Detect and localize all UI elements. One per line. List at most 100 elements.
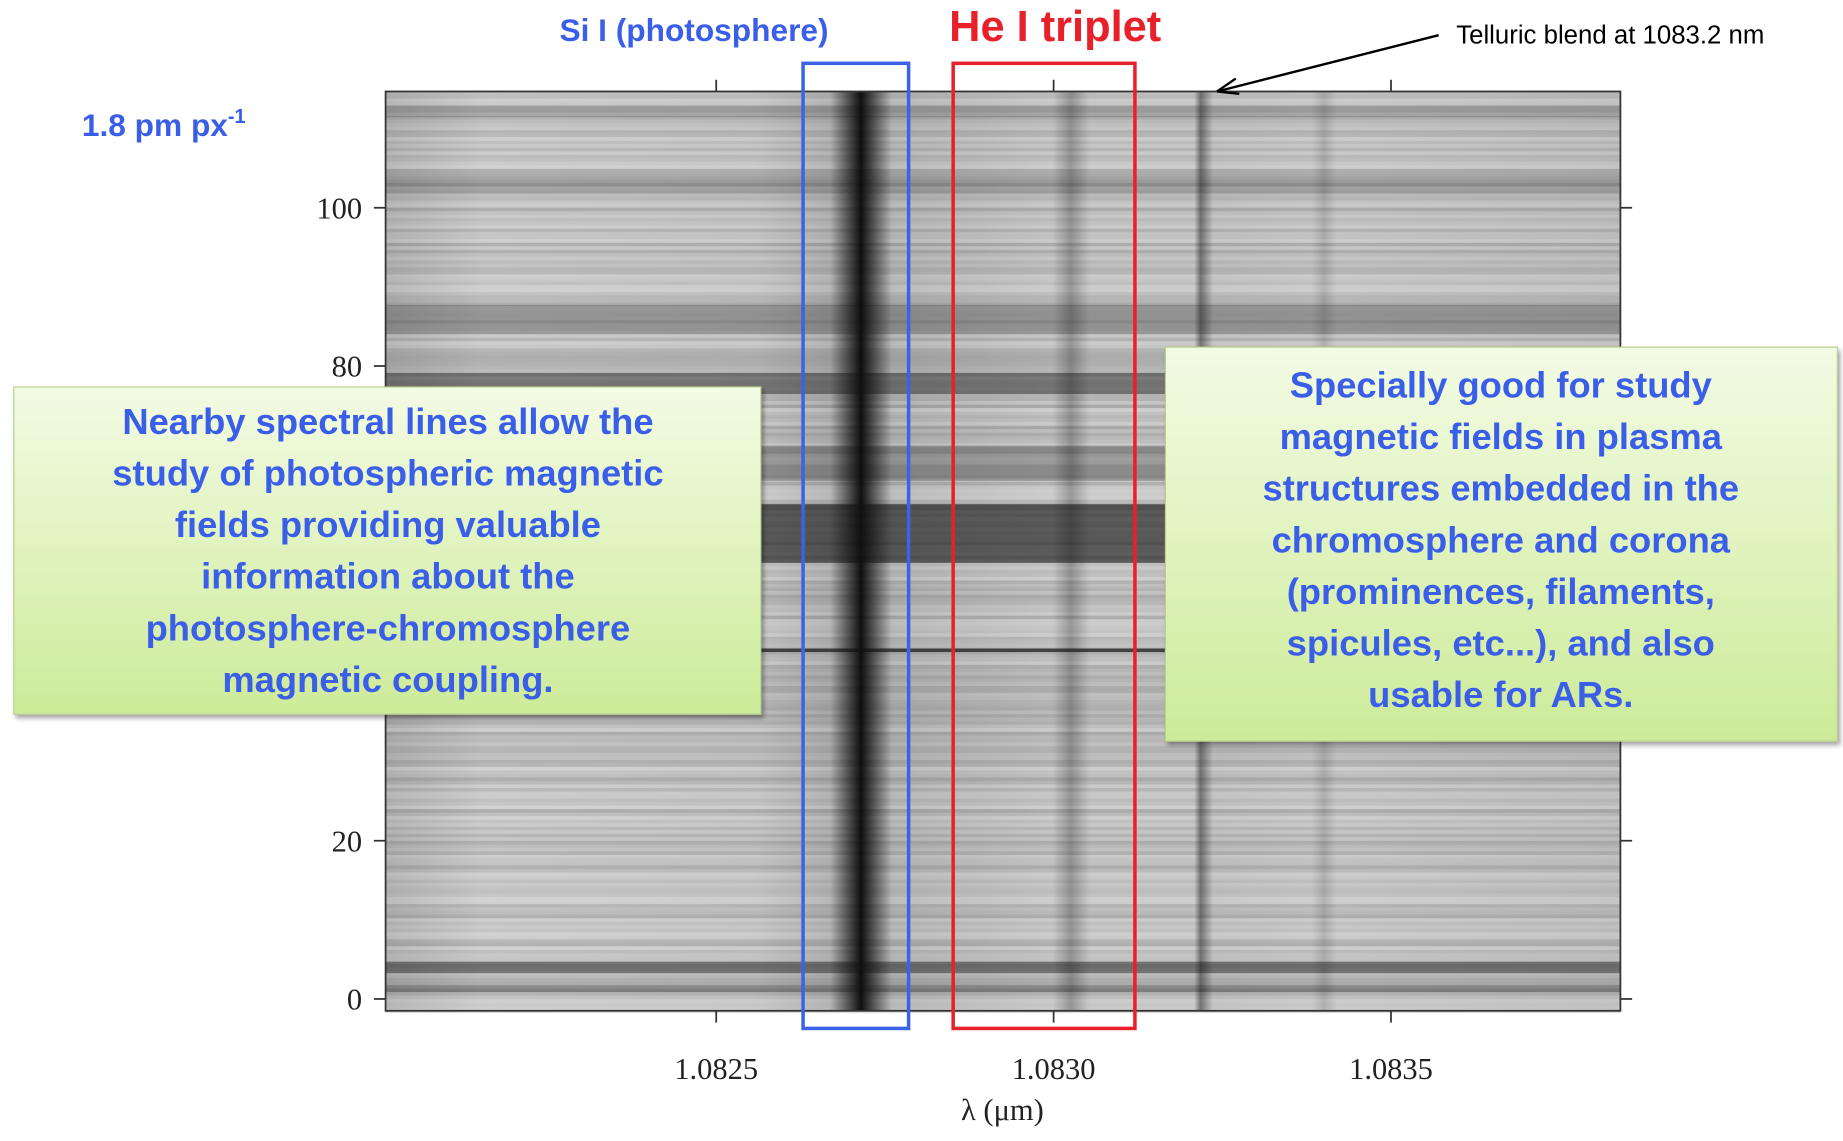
spectrum-stripe [386,1003,1621,1007]
y-tick-label: 0 [347,983,362,1017]
spectrum-stripe [385,629,1621,634]
spectrum-stripe [385,383,1621,387]
spectrum-stripe [385,116,1621,120]
spectrum-stripe [385,390,1621,395]
note-line: Specially good for study [1290,365,1713,406]
spectrum-stripe [385,172,1621,176]
x-tick-label: 1.0835 [1349,1052,1433,1086]
spectrum-stripe [385,105,1621,110]
spectrum-stripe [385,362,1621,366]
spectrum-stripe [386,285,1621,289]
si-label: Si I (photosphere) [559,12,828,48]
spectrum-stripe [385,657,1621,662]
telluric-label: Telluric blend at 1083.2 nm [1456,21,1764,49]
spectrum-stripe [385,197,1621,201]
spectrum-stripe [385,689,1621,694]
spectrum-stripe [386,165,1621,169]
note-line: photosphere-chromosphere [146,607,631,648]
scale-label: 1.8 pm px-1 [82,106,246,143]
spectrum-stripe [385,682,1621,687]
spectrum-stripe [385,569,1621,574]
spectrum-stripe [385,313,1621,317]
spectrum-stripe [385,707,1621,711]
spectrum-stripe [386,137,1621,141]
spectrum-stripe [385,714,1621,718]
spectrum-stripe [385,752,1621,757]
spectrum-stripe [385,189,1621,194]
spectrum-stripe [385,802,1621,806]
spectrum-stripe [385,893,1621,898]
spectrum-stripe [386,999,1621,1003]
x-tick-label: 1.0825 [674,1052,758,1086]
note-line: chromosphere and corona [1272,519,1731,560]
spectrum-stripe [385,471,1621,475]
spectrum-stripe [385,601,1621,606]
spectrum-stripe [385,102,1621,106]
spectrum-stripe [385,890,1621,894]
spectrum-stripe [385,218,1621,222]
spectrum-stripe [386,806,1621,810]
spectrum-stripe [385,119,1621,124]
spectrum-stripe [385,306,1621,310]
spectrum-stripe [385,499,1621,504]
spectrum-stripe [385,467,1621,472]
spectrum-stripe [386,1006,1621,1010]
spectrum-stripe [385,464,1621,468]
spectrum-stripe [385,221,1621,226]
spectrum-stripe [385,193,1621,198]
spectrum-stripe [385,587,1621,592]
spectrum-stripe [385,591,1621,595]
spectrum-stripe [385,168,1621,173]
note-box [1164,346,1838,742]
spectrum-stripe [385,809,1621,813]
spectrum-stripe [385,911,1621,915]
x-axis-label: λ (μm) [961,1093,1044,1127]
spectrum-stripe [385,154,1621,159]
spectrum-stripe [385,914,1621,919]
spectrum-stripe [385,598,1621,602]
arrow-head [1216,77,1240,95]
spectrum-stripe [385,636,1621,641]
spectrum-stripe [386,341,1621,345]
spectrum-stripe [385,580,1621,584]
spectrum-stripe [385,481,1621,486]
spectrum-stripe [385,735,1621,739]
spectrum-stripe [385,291,1621,296]
spectrum-stripe [385,879,1621,884]
spectrum-stripe [385,770,1621,774]
spectrum-stripe [386,785,1621,789]
spectrum-stripe [385,925,1621,929]
spectrum-stripe [386,288,1621,292]
spectrum-stripe [385,861,1621,866]
spectrum-stripe [385,351,1621,356]
x-tick-label: 1.0830 [1012,1052,1096,1086]
note-line: (prominences, filaments, [1287,571,1715,612]
spectrum-stripe [385,724,1621,729]
spectrum-stripe [385,418,1621,423]
spectrum-stripe [385,978,1621,982]
y-tick-label: 100 [316,191,362,225]
note-box [13,386,762,715]
dark-band [385,961,1621,974]
spectrum-stripe [385,211,1621,215]
spectrum-stripe [385,323,1621,328]
spectrum-stripe [385,344,1621,349]
spectrum-stripe [385,608,1621,613]
spectrum-stripe [385,207,1621,212]
spectrum-stripe [386,274,1621,278]
spectrum-stripe [385,242,1621,247]
spectrum-stripe [385,738,1621,743]
spectrum-stripe [385,425,1621,430]
spectrum-stripe [385,883,1621,887]
note-line: information about the [201,556,575,597]
spectrum-stripe [385,256,1621,261]
spectrum-stripe [386,876,1621,880]
spectrum-stripe [385,316,1621,321]
spectrum-stripe [385,643,1621,648]
spectrum-stripe [385,253,1621,257]
spectrum-stripe [385,777,1621,781]
spectrum-stripe [386,918,1621,922]
spectrum-stripe [385,330,1621,335]
spectrum-stripe [385,749,1621,753]
